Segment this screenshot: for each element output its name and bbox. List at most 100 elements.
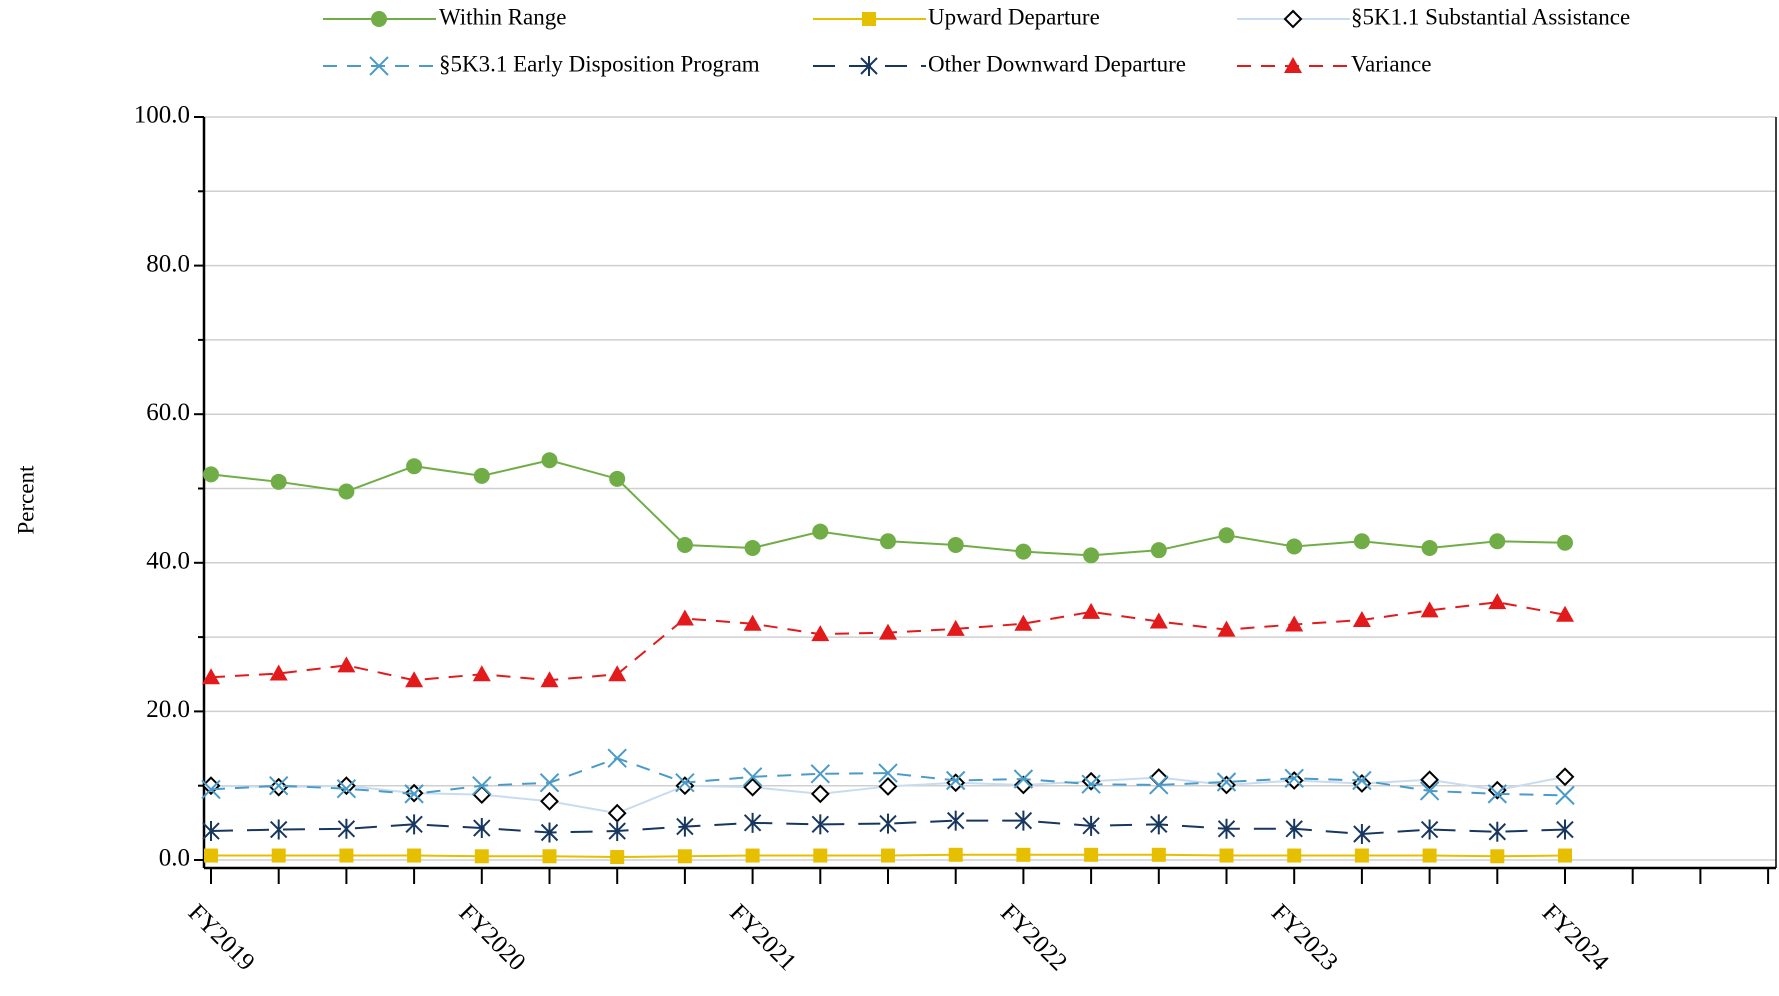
legend-label: §5K3.1 Early Disposition Program [439,51,760,76]
marker [743,614,762,631]
marker [879,623,897,640]
marker [811,814,830,835]
marker [540,671,559,688]
series [203,452,1573,564]
legend-label: §5K1.1 Substantial Assistance [1351,4,1630,29]
y-tick-label: 0.0 [159,845,190,872]
marker [1420,770,1440,790]
marker [1016,847,1031,862]
marker [1149,775,1169,795]
marker [1555,785,1575,806]
y-tick-label: 60.0 [146,399,190,426]
legend-item: Other Downward Departure [813,51,1186,76]
y-axis-label: Percent [13,465,38,535]
x-tick-label: FY2020 [454,899,531,976]
series [202,593,1574,688]
marker [473,818,491,839]
marker [1352,611,1371,628]
marker [1555,767,1575,787]
marker [336,776,356,796]
legend-marker [369,56,389,76]
marker [336,778,357,799]
legend-marker [1283,9,1303,29]
marker [1557,534,1573,551]
marker [743,812,762,833]
marker [268,775,289,796]
marker [742,767,763,787]
marker [608,821,626,842]
marker [472,785,492,805]
x-tick-label: FY2021 [724,899,801,976]
y-tick-label: 100.0 [134,102,190,129]
marker [337,818,356,839]
marker [269,664,288,681]
marker [1489,533,1506,550]
marker [339,848,354,863]
marker [1082,815,1100,836]
marker [202,821,220,842]
legend-marker [1284,57,1302,73]
marker [1287,848,1302,863]
marker [1419,781,1440,801]
marker [1285,615,1304,632]
marker [811,625,830,642]
marker [1151,847,1166,862]
marker [945,770,966,791]
legend-item: §5K3.1 Early Disposition Program [323,51,760,76]
marker [1014,614,1033,631]
x-tick-label: FY2024 [1537,899,1614,976]
x-tick-label: FY2023 [1266,899,1343,976]
marker [676,536,693,553]
marker [1081,771,1101,791]
marker [1352,774,1372,793]
marker [1150,814,1168,835]
marker [201,776,221,796]
series-line [210,819,1566,835]
y-tick-label: 20.0 [146,696,190,723]
marker [406,458,423,475]
marker [946,773,966,793]
y-tick-label: 40.0 [146,548,190,575]
marker [269,777,289,797]
marker [878,777,898,796]
marker [404,784,424,804]
marker [607,803,627,823]
marker [881,848,895,863]
marker [540,822,559,843]
marker [271,848,286,863]
marker [743,777,763,797]
marker [1014,810,1033,831]
marker [1285,818,1303,839]
marker [1353,823,1371,844]
legend-label: Other Downward Departure [928,51,1186,76]
marker [270,473,287,490]
marker [338,483,355,500]
marker [1083,547,1100,564]
marker [1490,849,1505,864]
marker [1218,527,1235,544]
marker [1149,768,1169,787]
marker [1081,774,1101,794]
legend-item: Variance [1237,51,1431,76]
marker [1556,819,1574,840]
marker [1487,780,1507,800]
marker [812,523,829,540]
marker [1015,543,1032,560]
marker [1217,818,1236,839]
legend-marker [860,56,878,76]
marker [405,671,424,688]
marker [472,775,492,796]
marker [1488,593,1507,610]
marker [1558,848,1572,863]
marker [810,764,831,784]
marker [1219,848,1234,863]
marker [540,791,559,811]
marker [1217,620,1236,637]
x-tick-label: FY2022 [995,899,1072,976]
marker [608,665,627,682]
legend-item: Within Range [323,4,566,29]
marker [269,819,288,840]
marker [337,656,356,673]
marker [1422,848,1437,863]
